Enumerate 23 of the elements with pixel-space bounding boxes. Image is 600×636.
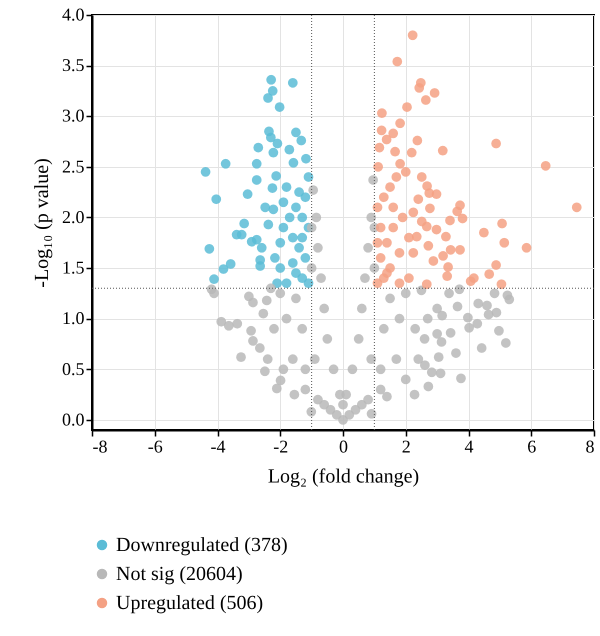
- y-tick-label: 0.5: [62, 358, 84, 379]
- legend-label: Upregulated (506): [116, 592, 264, 614]
- x-tick-label: 8: [586, 436, 594, 456]
- y-tick-label: 2.5: [62, 156, 84, 176]
- x-tick-label: 0: [339, 436, 348, 456]
- x-tick-label: 4: [464, 436, 474, 456]
- x-tick-label: 2: [402, 436, 411, 456]
- y-tick-label: 2.0: [62, 206, 84, 227]
- y-tick-label: 1.5: [62, 258, 84, 278]
- x-axis-title: Log₂ (fold change): [268, 466, 420, 488]
- y-tick-label: 0.0: [62, 409, 84, 430]
- x-tick-label: -6: [148, 436, 163, 456]
- y-tick-label: 3.5: [62, 55, 84, 76]
- x-tick-label: -4: [210, 436, 226, 456]
- legend-label: Not sig (20604): [116, 563, 243, 585]
- y-tick-label: 1.0: [62, 308, 84, 328]
- y-tick-label: 3.0: [62, 106, 84, 126]
- x-tick-label: -2: [273, 436, 288, 456]
- y-axis-title: -Log₁₀ (p value): [31, 158, 53, 288]
- legend-label: Downregulated (378): [116, 534, 288, 556]
- x-tick-label: 6: [527, 436, 536, 456]
- x-tick-label: -8: [92, 436, 108, 456]
- y-tick-label: 4.0: [62, 4, 84, 24]
